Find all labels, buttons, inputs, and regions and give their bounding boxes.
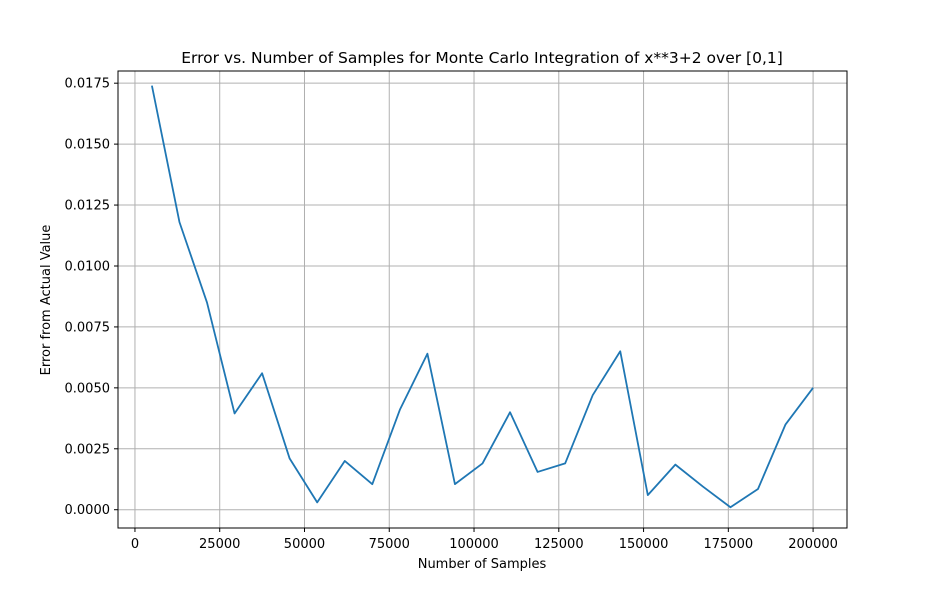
x-tick-label: 50000 xyxy=(284,537,325,552)
x-tick-label: 0 xyxy=(131,537,139,552)
chart-title: Error vs. Number of Samples for Monte Ca… xyxy=(181,49,783,67)
y-tick-label: 0.0150 xyxy=(65,138,111,153)
y-tick-label: 0.0100 xyxy=(65,259,111,274)
y-tick-label: 0.0175 xyxy=(65,77,111,92)
y-tick-label: 0.0050 xyxy=(65,381,111,396)
grid xyxy=(118,71,847,528)
x-tick-label: 175000 xyxy=(704,537,754,552)
x-axis-label: Number of Samples xyxy=(418,557,547,572)
x-tick-label: 75000 xyxy=(369,537,410,552)
x-axis-ticks: 0 25000 50000 75000 100000 125000 150000 175000… xyxy=(131,528,838,552)
x-tick-label: 25000 xyxy=(199,537,240,552)
x-tick-label: 125000 xyxy=(534,537,584,552)
y-axis-label: Error from Actual Value xyxy=(39,225,54,376)
data-series xyxy=(151,85,814,509)
y-axis-ticks: 0.0000 0.0025 0.0050 0.0075 0.0100 0.0125 0.01… xyxy=(65,77,118,518)
y-tick-label: 0.0000 xyxy=(65,503,111,518)
y-tick-label: 0.0075 xyxy=(65,320,111,335)
x-tick-label: 150000 xyxy=(619,537,669,552)
y-tick-label: 0.0125 xyxy=(65,199,111,214)
x-tick-label: 200000 xyxy=(788,537,838,552)
y-tick-label: 0.0025 xyxy=(65,442,111,457)
plot-frame xyxy=(117,70,848,529)
error-line xyxy=(151,85,814,509)
x-tick-label: 100000 xyxy=(449,537,499,552)
